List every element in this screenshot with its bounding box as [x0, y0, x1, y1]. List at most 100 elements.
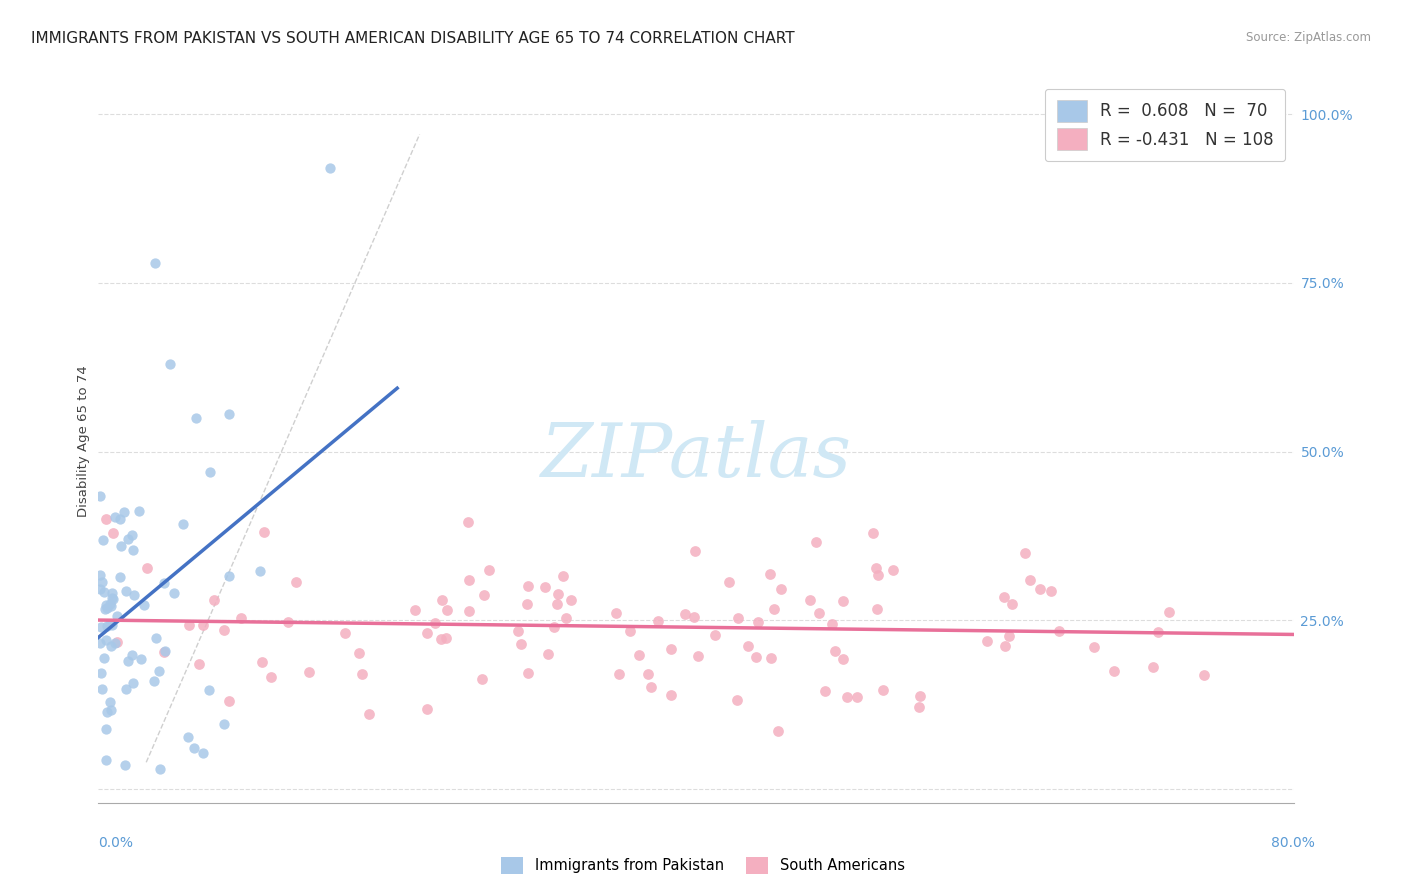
Point — [1192, 667, 1215, 681]
Point — [128, 503, 150, 517]
Point — [554, 611, 576, 625]
Point — [229, 610, 252, 624]
Point — [546, 597, 568, 611]
Point — [131, 652, 153, 666]
Point — [198, 683, 221, 698]
Point — [685, 544, 707, 558]
Point — [101, 617, 124, 632]
Point — [98, 617, 121, 632]
Point — [89, 568, 111, 582]
Point — [737, 640, 759, 654]
Point — [193, 746, 215, 760]
Point — [457, 515, 479, 529]
Point — [882, 563, 904, 577]
Point — [976, 633, 998, 648]
Point — [121, 676, 143, 690]
Point — [94, 602, 117, 616]
Point — [429, 632, 451, 647]
Point — [434, 631, 457, 645]
Point — [94, 753, 117, 767]
Point — [91, 575, 114, 590]
Point — [145, 631, 167, 645]
Point — [415, 625, 437, 640]
Point — [149, 762, 172, 776]
Point — [143, 255, 166, 269]
Point — [745, 649, 768, 664]
Point — [727, 611, 749, 625]
Point — [249, 564, 271, 578]
Point — [177, 731, 200, 745]
Point — [179, 617, 201, 632]
Point — [813, 684, 835, 698]
Point — [357, 706, 380, 721]
Point — [416, 702, 439, 716]
Point — [89, 489, 111, 503]
Point — [121, 528, 143, 542]
Point — [214, 717, 236, 731]
Point — [105, 609, 128, 624]
Point — [89, 582, 111, 596]
Point — [759, 567, 782, 582]
Point — [94, 598, 117, 612]
Point — [718, 575, 741, 590]
Point — [832, 593, 855, 607]
Point — [866, 601, 889, 615]
Point — [122, 588, 145, 602]
Point — [770, 582, 793, 596]
Point — [200, 465, 222, 479]
Point — [347, 646, 370, 660]
Point — [516, 579, 538, 593]
Point — [517, 666, 540, 681]
Point — [253, 524, 276, 539]
Point — [804, 534, 827, 549]
Point — [121, 648, 143, 663]
Point — [259, 670, 281, 684]
Point — [114, 757, 136, 772]
Point — [766, 724, 789, 739]
Point — [640, 680, 662, 694]
Point — [104, 510, 127, 524]
Text: ZIPatlas: ZIPatlas — [540, 420, 852, 492]
Point — [560, 593, 582, 607]
Point — [100, 703, 122, 717]
Point — [543, 620, 565, 634]
Point — [148, 664, 170, 678]
Point — [143, 673, 166, 688]
Point — [153, 645, 176, 659]
Point — [101, 586, 124, 600]
Point — [91, 533, 114, 547]
Point — [94, 722, 117, 736]
Point — [457, 573, 479, 587]
Point — [908, 690, 931, 704]
Point — [605, 606, 627, 620]
Point — [759, 650, 782, 665]
Point — [277, 615, 299, 630]
Point — [547, 587, 569, 601]
Point — [101, 591, 124, 606]
Point — [425, 616, 447, 631]
Point — [1142, 660, 1164, 674]
Point — [159, 357, 181, 371]
Point — [862, 526, 884, 541]
Point — [472, 588, 495, 602]
Point — [191, 618, 214, 632]
Point — [96, 618, 118, 632]
Point — [218, 569, 240, 583]
Point — [436, 603, 458, 617]
Point — [93, 585, 115, 599]
Point — [350, 666, 373, 681]
Text: 80.0%: 80.0% — [1271, 836, 1315, 850]
Point — [477, 563, 499, 577]
Point — [297, 665, 319, 680]
Point — [865, 561, 887, 575]
Point — [187, 657, 209, 671]
Point — [172, 516, 194, 531]
Legend: R =  0.608   N =  70, R = -0.431   N = 108: R = 0.608 N = 70, R = -0.431 N = 108 — [1045, 88, 1285, 161]
Point — [824, 643, 846, 657]
Point — [93, 651, 115, 665]
Point — [872, 683, 894, 698]
Point — [108, 570, 131, 584]
Point — [112, 505, 135, 519]
Point — [101, 591, 124, 605]
Point — [117, 532, 139, 546]
